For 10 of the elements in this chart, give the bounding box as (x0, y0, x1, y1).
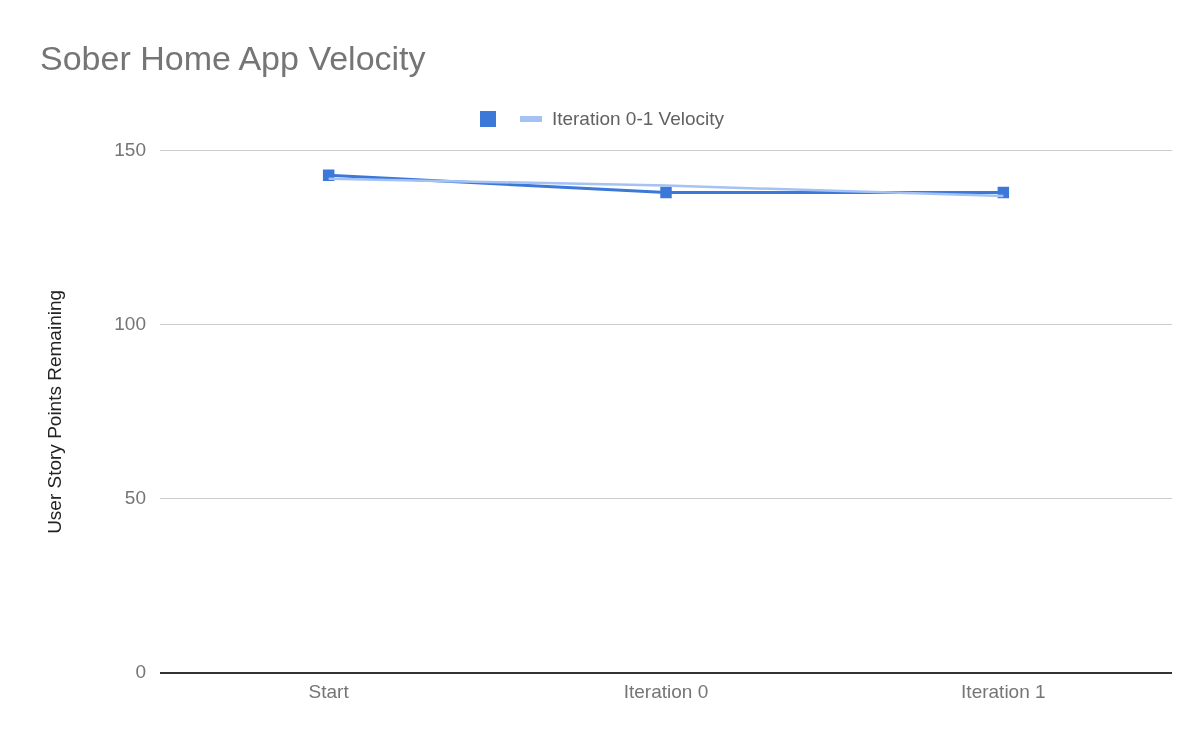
y-tick-label: 100 (114, 313, 146, 335)
y-tick-label: 50 (124, 487, 146, 509)
chart-title: Sober Home App Velocity (40, 38, 426, 77)
legend-label: Iteration 0-1 Velocity (551, 108, 725, 130)
x-tick-label: Iteration 1 (961, 680, 1046, 702)
y-tick-label: 150 (114, 139, 146, 161)
x-tick-label: Start (308, 680, 350, 702)
x-tick-label: Iteration 0 (623, 680, 709, 702)
y-tick-label: 0 (135, 661, 146, 683)
y-axis-title: User Story Points Remaining (43, 289, 65, 534)
